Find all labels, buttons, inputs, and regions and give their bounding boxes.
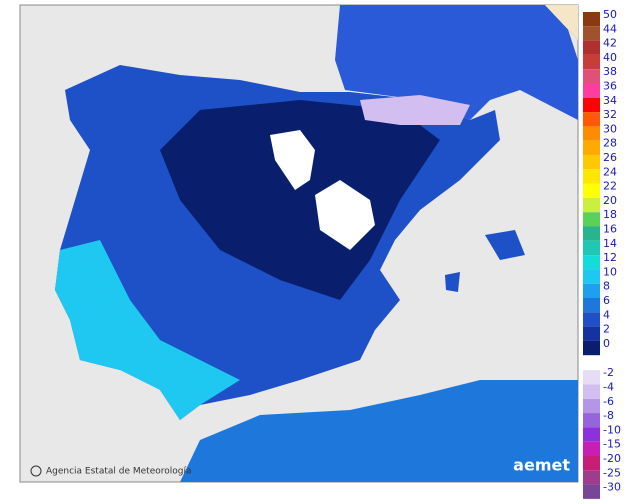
legend-swatch <box>583 212 600 227</box>
legend-swatch <box>583 484 600 499</box>
legend-label: 16 <box>603 223 617 236</box>
legend-swatch <box>583 155 600 170</box>
legend-swatch <box>583 255 600 270</box>
legend-swatch <box>583 197 600 213</box>
legend-swatch <box>583 126 600 141</box>
legend-label: 42 <box>603 37 617 50</box>
legend-swatch <box>583 398 600 414</box>
legend-swatch <box>583 112 600 127</box>
legend-label: 8 <box>603 280 610 293</box>
legend-label: 14 <box>603 237 617 250</box>
legend-swatch <box>583 12 600 27</box>
legend-label: 12 <box>603 251 617 264</box>
legend-label: -20 <box>603 452 621 465</box>
legend-label: 22 <box>603 180 617 193</box>
legend-label: 30 <box>603 122 617 135</box>
legend-label: 36 <box>603 80 617 93</box>
legend-label: 0 <box>603 337 610 350</box>
legend-swatch <box>583 456 600 471</box>
legend-label: 10 <box>603 265 617 278</box>
southwest-warm <box>55 240 240 420</box>
snow <box>270 130 315 190</box>
legend-label: -30 <box>603 481 621 494</box>
legend-swatch <box>583 40 600 55</box>
legend-label: -6 <box>603 395 614 408</box>
legend-label: 38 <box>603 65 617 78</box>
legend-swatch <box>583 326 600 341</box>
legend-label: -25 <box>603 466 621 479</box>
balearic <box>485 230 525 260</box>
legend-swatch <box>583 83 600 98</box>
legend-label: 28 <box>603 137 617 150</box>
legend-label: 26 <box>603 151 617 164</box>
legend-swatch <box>583 97 600 113</box>
legend-swatch <box>583 441 600 456</box>
legend-label: 4 <box>603 308 610 321</box>
legend-label: 18 <box>603 208 617 221</box>
pyrenees <box>360 95 470 125</box>
legend-swatch <box>583 69 600 84</box>
legend-label: 40 <box>603 51 617 64</box>
legend-swatch <box>583 340 600 356</box>
legend-label: 50 <box>603 8 617 21</box>
legend-label: 34 <box>603 94 617 107</box>
legend-swatch <box>583 384 600 399</box>
logo: aemet <box>513 456 570 475</box>
agency-name: Agencia Estatal de Meteorología <box>46 467 192 477</box>
legend-swatch <box>583 226 600 241</box>
legend-label: 24 <box>603 165 617 178</box>
legend-label: 20 <box>603 194 617 207</box>
legend: 5044424038363432302826242220181614121086… <box>583 8 621 499</box>
legend-label: 32 <box>603 108 617 121</box>
legend-swatch <box>583 298 600 313</box>
legend-swatch <box>583 312 600 327</box>
legend-swatch <box>583 413 600 428</box>
legend-label: -8 <box>603 409 614 422</box>
africa <box>180 380 578 482</box>
legend-swatch <box>583 26 600 41</box>
legend-label: 2 <box>603 323 610 336</box>
cold-core <box>160 100 440 300</box>
legend-label: -4 <box>603 381 614 394</box>
france <box>335 5 578 120</box>
legend-label: 44 <box>603 22 617 35</box>
legend-swatch <box>583 427 600 442</box>
legend-label: 6 <box>603 294 610 307</box>
legend-swatch <box>583 470 600 485</box>
legend-swatch <box>583 370 600 385</box>
legend-swatch <box>583 240 600 256</box>
balearic <box>445 272 460 292</box>
snow <box>315 180 375 250</box>
legend-swatch <box>583 54 600 70</box>
legend-label: -2 <box>603 366 614 379</box>
legend-label: -15 <box>603 438 621 451</box>
legend-swatch <box>583 283 600 298</box>
legend-swatch <box>583 169 600 184</box>
copyright-icon <box>30 465 42 477</box>
legend-swatch <box>583 140 600 155</box>
legend-swatch <box>583 269 600 284</box>
legend-label: -10 <box>603 423 621 436</box>
corner-land <box>545 5 578 40</box>
legend-swatch <box>583 183 600 198</box>
